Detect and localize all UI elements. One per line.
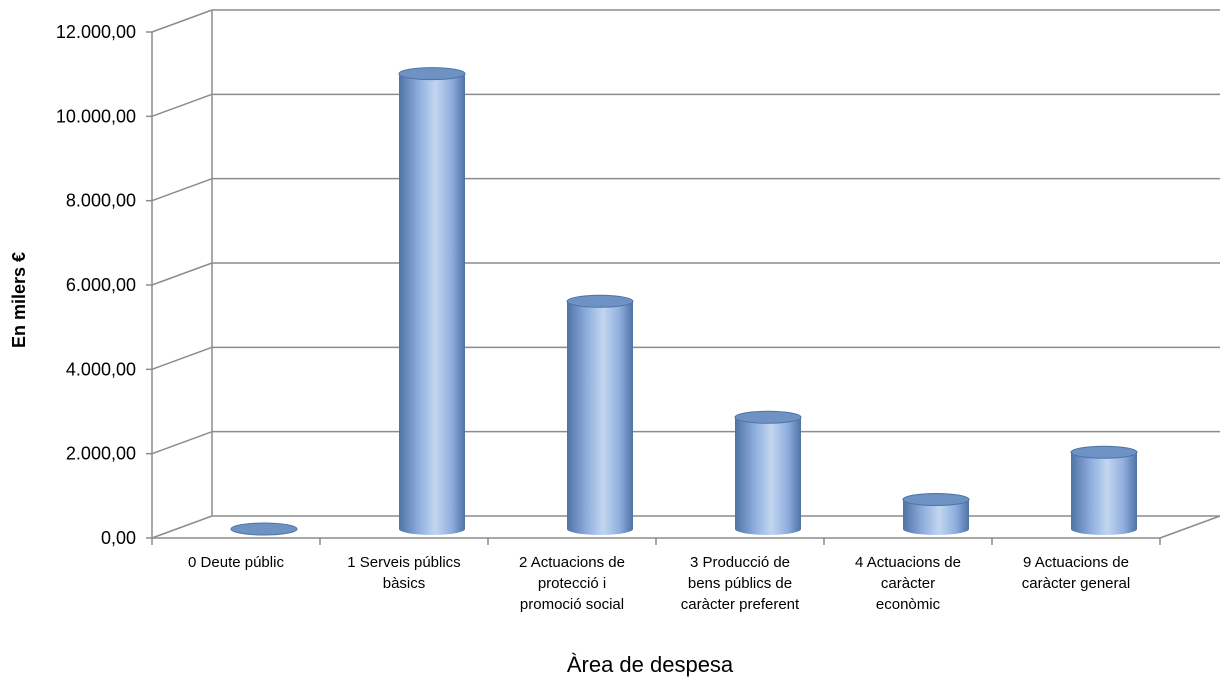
bar bbox=[1070, 445, 1138, 535]
x-tick-label-line: 0 Deute públic bbox=[188, 554, 284, 571]
bar bbox=[566, 294, 634, 535]
gridline-depth bbox=[151, 515, 213, 539]
x-tick-label-line: bàsics bbox=[383, 575, 426, 592]
x-tick-label-line: protecció i bbox=[538, 575, 606, 592]
bar bbox=[902, 492, 970, 535]
axes bbox=[146, 10, 1221, 545]
bar-body bbox=[567, 301, 633, 535]
x-tick-label: 4 Actuacions de caràcter econòmic bbox=[855, 554, 961, 613]
bar-top bbox=[734, 410, 802, 424]
x-tick-label: 0 Deute públic bbox=[188, 554, 284, 571]
bars bbox=[230, 67, 1138, 536]
bar-body bbox=[903, 499, 969, 535]
x-tick-label-line: caràcter preferent bbox=[681, 596, 800, 613]
gridline-depth bbox=[151, 177, 213, 202]
bar-top bbox=[902, 492, 970, 506]
bar-top bbox=[566, 294, 634, 308]
x-tick-label-line: 4 Actuacions de bbox=[855, 554, 961, 571]
bar-body bbox=[1071, 452, 1137, 535]
y-tick-label: 6.000,00 bbox=[66, 275, 136, 295]
floor-right-edge bbox=[1159, 515, 1221, 539]
y-tick-labels: 0,00 2.000,00 4.000,00 6.000,00 8.000,00 10.0… bbox=[56, 22, 136, 548]
x-tick-label-line: 3 Producció de bbox=[690, 554, 790, 571]
y-axis-label: En milers € bbox=[9, 252, 29, 348]
x-tick-label-line: caràcter general bbox=[1022, 575, 1130, 592]
bar bbox=[230, 522, 298, 536]
bar-body bbox=[735, 417, 801, 535]
x-tick-label: 1 Serveis públics bàsics bbox=[347, 554, 460, 592]
bar-body bbox=[399, 73, 465, 535]
x-tick-label: 3 Producció de bens públics de caràcter pr… bbox=[681, 554, 800, 613]
bar-top bbox=[1070, 445, 1138, 459]
bar bbox=[734, 410, 802, 535]
y-tick-label: 2.000,00 bbox=[66, 444, 136, 464]
gridlines bbox=[151, 9, 1220, 539]
x-tick-label-line: econòmic bbox=[876, 596, 941, 613]
x-tick-label: 9 Actuacions de caràcter general bbox=[1022, 554, 1130, 592]
bar-top bbox=[398, 67, 466, 81]
bar-top bbox=[230, 522, 298, 536]
x-tick-label-line: bens públics de bbox=[688, 575, 792, 592]
category-labels: 0 Deute públic 1 Serveis públics bàsics 2 A… bbox=[188, 554, 1130, 613]
gridline-depth bbox=[151, 346, 213, 371]
bar bbox=[398, 67, 466, 535]
x-tick-label-line: caràcter bbox=[881, 575, 935, 592]
y-tick-label: 0,00 bbox=[101, 528, 136, 548]
x-tick-label-line: promoció social bbox=[520, 596, 624, 613]
gridline-depth bbox=[151, 430, 213, 455]
y-tick-label: 10.000,00 bbox=[56, 106, 136, 126]
x-tick-label: 2 Actuacions de protecció i promoció socia… bbox=[519, 554, 625, 613]
x-tick-label-line: 9 Actuacions de bbox=[1023, 554, 1129, 571]
gridline-depth bbox=[151, 9, 213, 33]
y-tick-label: 8.000,00 bbox=[66, 191, 136, 211]
gridline-depth bbox=[151, 93, 213, 118]
x-tick-label-line: 1 Serveis públics bbox=[347, 554, 460, 571]
y-tick-label: 12.000,00 bbox=[56, 22, 136, 42]
x-tick-label-line: 2 Actuacions de bbox=[519, 554, 625, 571]
x-axis-label: Àrea de despesa bbox=[567, 652, 734, 677]
gridline-depth bbox=[151, 262, 213, 286]
y-tick-label: 4.000,00 bbox=[66, 359, 136, 379]
